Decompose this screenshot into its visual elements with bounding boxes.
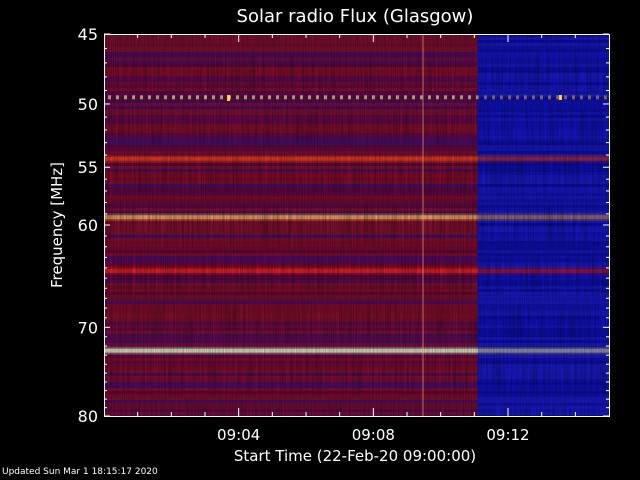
x-tick-label: 09:04 — [217, 426, 260, 444]
x-axis-label: Start Time (22-Feb-20 09:00:00) — [234, 447, 476, 465]
chart-title: Solar radio Flux (Glasgow) — [237, 6, 474, 27]
burst-marker — [559, 95, 562, 100]
y-tick-label: 80 — [78, 407, 98, 426]
y-axis-label: Frequency [MHz] — [48, 162, 66, 288]
noise-texture — [104, 34, 609, 416]
x-tick-label: 09:12 — [486, 426, 529, 444]
burst-marker — [227, 95, 230, 101]
y-tick-label: 70 — [78, 318, 98, 337]
y-tick-label: 45 — [78, 25, 98, 44]
plot-area — [104, 34, 609, 416]
y-tick-label: 55 — [78, 158, 98, 177]
x-tick-label: 09:08 — [352, 426, 395, 444]
y-tick-label: 60 — [78, 216, 98, 235]
y-tick-label: 50 — [78, 95, 98, 114]
x-axis: 09:04 09:08 09:12 — [137, 34, 576, 444]
updated-timestamp: Updated Sun Mar 1 18:15:17 2020 — [2, 467, 158, 477]
y-axis: 45 50 55 60 70 80 — [78, 25, 609, 426]
